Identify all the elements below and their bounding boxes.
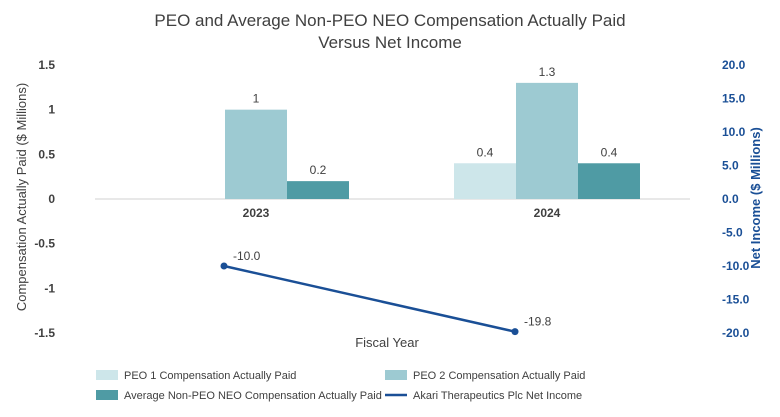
chart-title: PEO and Average Non-PEO NEO Compensation… [154, 11, 625, 30]
data-label: 1.3 [539, 65, 556, 79]
y-tick-label: -1 [44, 281, 55, 295]
data-label: 0.4 [477, 145, 494, 159]
y-tick-label: 0 [48, 192, 55, 206]
data-label: 0.2 [310, 163, 327, 177]
y2-tick-label: 10.0 [722, 125, 746, 139]
y2-tick-label: 20.0 [722, 58, 746, 72]
legend-label: Akari Therapeutics Plc Net Income [413, 390, 582, 402]
legend-swatch [96, 390, 118, 400]
legend: PEO 1 Compensation Actually Paid PEO 2 Co… [96, 370, 585, 402]
bar [516, 82, 578, 199]
y-tick-label: 0.5 [38, 147, 55, 161]
chart-subtitle: Versus Net Income [318, 33, 462, 52]
y2-tick-label: 5.0 [722, 159, 739, 173]
y-tick-label: 1.5 [38, 58, 55, 72]
data-label: 1 [253, 92, 260, 106]
line-point [220, 262, 228, 270]
data-label: -19.8 [524, 315, 552, 329]
y-tick-label: 1 [48, 103, 55, 117]
x-tick-label: 2024 [534, 206, 561, 220]
data-label: 0.4 [601, 145, 618, 159]
x-axis-label: Fiscal Year [355, 335, 419, 350]
legend-label: PEO 1 Compensation Actually Paid [124, 370, 296, 382]
y2-tick-label: -5.0 [722, 226, 743, 240]
data-label: -10.0 [233, 249, 261, 263]
y2-tick-label: -15.0 [722, 293, 750, 307]
legend-swatch [96, 370, 118, 380]
line-point [511, 328, 519, 336]
legend-label: PEO 2 Compensation Actually Paid [413, 370, 585, 382]
y2-tick-label: -20.0 [722, 326, 750, 340]
bar [225, 109, 287, 199]
y2-axis-label: Net Income ($ Millions) [748, 127, 763, 269]
bar [287, 181, 349, 199]
net-income-line [223, 264, 516, 333]
x-tick-label: 2023 [243, 206, 270, 220]
y2-tick-label: 15.0 [722, 92, 746, 106]
y-axis-label: Compensation Actually Paid ($ Millions) [14, 83, 29, 311]
legend-label: Average Non-PEO NEO Compensation Actuall… [124, 390, 382, 402]
y2-tick-label: -10.0 [722, 259, 750, 273]
legend-swatch [385, 370, 407, 380]
y-tick-label: -1.5 [34, 326, 55, 340]
bar [454, 163, 516, 199]
y-tick-label: -0.5 [34, 237, 55, 251]
y2-tick-label: 0.0 [722, 192, 739, 206]
bar [578, 163, 640, 199]
plot-area: 1.5 1 0.5 0 -0.5 -1 -1.5 20.0 15.0 10.0 5.0 0.0 -5.0… [34, 58, 749, 340]
